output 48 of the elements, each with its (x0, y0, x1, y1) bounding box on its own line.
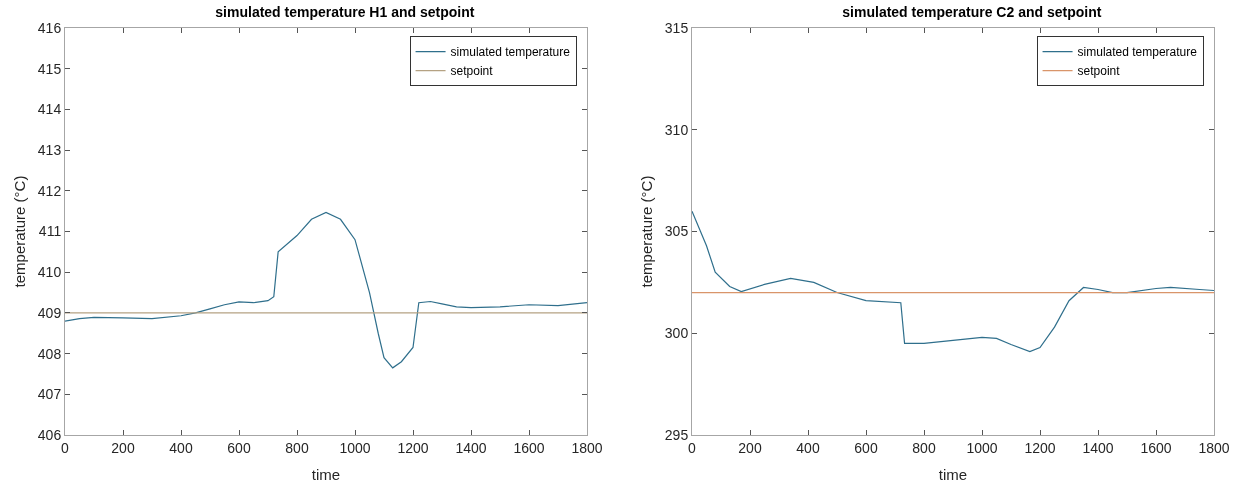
y-tick-label: 406 (37, 426, 62, 443)
x-axis-title: time (311, 466, 341, 483)
x-tick-label: 0 (688, 439, 697, 456)
x-tick-label: 400 (796, 439, 820, 456)
y-tick-label: 410 (37, 264, 62, 281)
legend-label: simulated temperature (1077, 45, 1198, 60)
x-tick-label: 800 (912, 439, 936, 456)
y-tick-label: 300 (664, 325, 689, 342)
y-tick-label: 408 (37, 345, 62, 362)
x-tick-label: 400 (169, 439, 193, 456)
x-tick-label: 1400 (455, 439, 487, 456)
x-tick-label: 1000 (339, 439, 371, 456)
y-tick-label: 295 (664, 426, 689, 443)
y-tick-label: 407 (37, 386, 62, 403)
x-tick-label: 1200 (397, 439, 429, 456)
y-tick-label: 412 (37, 182, 62, 199)
chart-title: simulated temperature H1 and setpoint (215, 4, 475, 21)
y-tick-label: 305 (664, 223, 689, 240)
y-axis-title: temperature (°C) (638, 175, 655, 288)
x-tick-label: 1600 (513, 439, 545, 456)
legend-label: setpoint (1077, 64, 1121, 79)
y-tick-label: 411 (38, 223, 62, 240)
y-tick-label: 413 (37, 142, 62, 158)
x-tick-label: 1400 (1082, 439, 1114, 456)
y-axis-title: temperature (°C) (11, 175, 28, 288)
y-tick-label: 415 (37, 60, 62, 77)
x-tick-label: 0 (61, 439, 70, 456)
legend-label: setpoint (450, 64, 494, 79)
line-series (692, 210, 1214, 353)
x-tick-label: 1000 (966, 439, 998, 456)
line-series (65, 211, 587, 369)
x-axis-title: time (938, 466, 968, 483)
y-tick-label: 416 (37, 19, 62, 36)
x-tick-label: 600 (854, 439, 878, 456)
x-tick-label: 1800 (571, 439, 603, 456)
x-tick-label: 800 (285, 439, 309, 456)
x-tick-label: 1800 (1198, 439, 1230, 456)
y-tick-label: 310 (664, 121, 689, 138)
x-tick-label: 1600 (1140, 439, 1172, 456)
y-tick-label: 414 (37, 101, 62, 118)
y-tick-label: 315 (664, 19, 689, 36)
x-tick-label: 200 (738, 439, 762, 456)
x-tick-label: 600 (227, 439, 251, 456)
y-tick-label: 409 (37, 304, 62, 321)
x-tick-label: 1200 (1024, 439, 1056, 456)
chart-title: simulated temperature C2 and setpoint (842, 4, 1102, 21)
legend-label: simulated temperature (450, 45, 571, 60)
x-tick-label: 200 (111, 439, 135, 456)
